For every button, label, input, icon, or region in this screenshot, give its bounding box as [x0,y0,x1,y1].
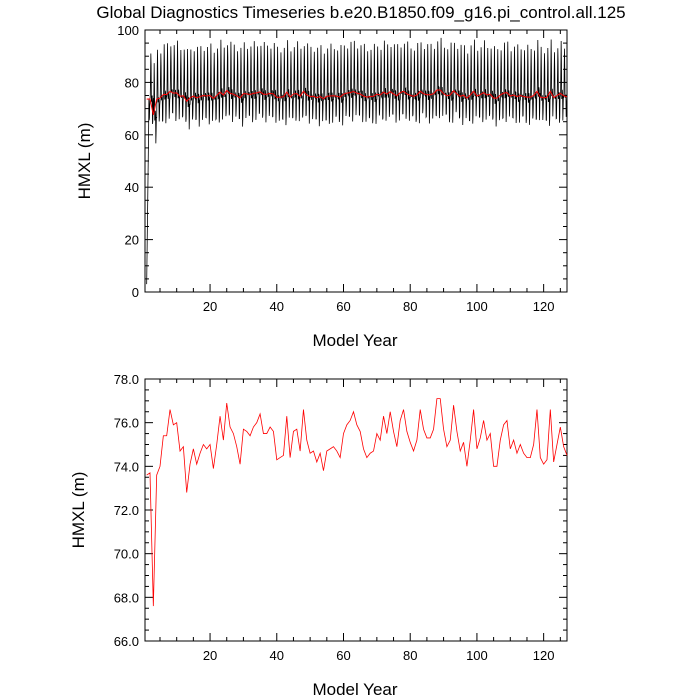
top-plot-frame [144,29,568,293]
bottom-y-tick-label: 74.0 [114,459,139,474]
bottom-x-tick-label: 40 [270,648,284,663]
bottom-annual-mean-line [146,398,568,607]
bottom-plot-frame [144,378,568,642]
top-series [146,37,568,285]
bottom-series [146,398,568,607]
bottom-panel: 20 40 60 80 100 120 66.0 68.0 70.0 72.0 74.0 76.0 78… [69,372,568,699]
top-x-tick-label: 20 [203,299,217,314]
top-annual-mean-line [146,89,568,115]
top-x-tick-label: 120 [533,299,555,314]
bottom-x-tick-label: 120 [533,648,555,663]
top-x-tick-label: 100 [466,299,488,314]
top-ticks: 20 40 60 80 100 120 0 20 40 60 80 100 [117,23,567,314]
top-x-tick-label: 40 [270,299,284,314]
top-y-axis-title: HMXL (m) [75,123,94,200]
bottom-y-axis-title: HMXL (m) [69,472,88,549]
top-panel: 20 40 60 80 100 120 0 20 40 60 80 100 Model Year HM… [75,23,568,350]
bottom-y-tick-label: 78.0 [114,372,139,387]
top-x-tick-label: 80 [403,299,417,314]
bottom-ticks: 20 40 60 80 100 120 66.0 68.0 70.0 72.0 74.0 76.0 78… [114,372,567,663]
bottom-x-tick-label: 80 [403,648,417,663]
bottom-y-tick-label: 68.0 [114,590,139,605]
bottom-y-tick-label: 70.0 [114,547,139,562]
top-y-tick-label: 40 [125,180,139,195]
figure-title: Global Diagnostics Timeseries b.e20.B185… [96,3,625,22]
top-y-tick-label: 100 [117,23,139,38]
bottom-x-tick-label: 60 [336,648,350,663]
bottom-x-tick-label: 100 [466,648,488,663]
top-y-tick-label: 20 [125,233,139,248]
bottom-y-tick-label: 76.0 [114,416,139,431]
top-x-tick-label: 60 [336,299,350,314]
top-monthly-series-line [146,37,568,285]
top-y-tick-label: 0 [132,285,139,300]
top-y-tick-label: 60 [125,128,139,143]
bottom-x-axis-title: Model Year [312,680,397,699]
bottom-x-tick-label: 20 [203,648,217,663]
top-y-tick-label: 80 [125,75,139,90]
bottom-y-tick-label: 66.0 [114,634,139,649]
bottom-y-tick-label: 72.0 [114,503,139,518]
top-x-axis-title: Model Year [312,331,397,350]
